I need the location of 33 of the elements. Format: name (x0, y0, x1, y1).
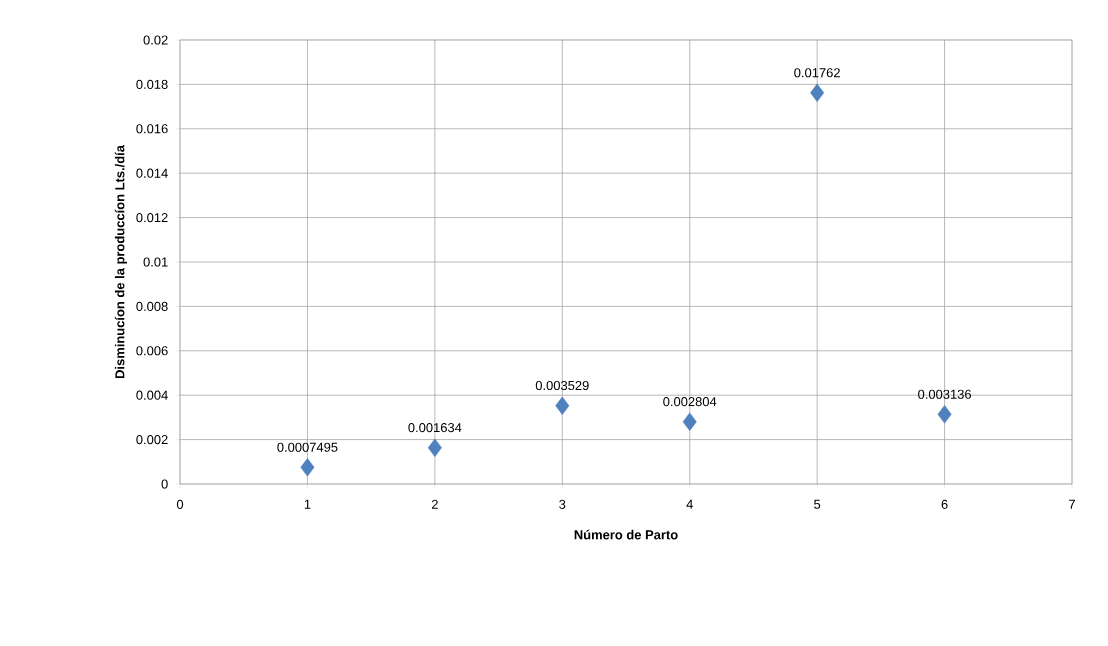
y-tick-label: 0.016 (136, 124, 168, 134)
y-tick-label: 0.014 (136, 168, 168, 178)
x-tick-label: 0 (176, 499, 184, 509)
y-tick-label: 0.01 (143, 257, 168, 267)
point (682, 412, 697, 431)
y-tick-label: 0.02 (143, 35, 168, 45)
point (810, 83, 825, 103)
data-label: 0.003136 (918, 389, 972, 399)
y-tick-label: 0.002 (136, 435, 168, 445)
x-axis-title: Número de Parto (574, 529, 678, 540)
data-label: 0.01762 (794, 68, 840, 78)
x-tick-label: 1 (304, 499, 311, 509)
data-label: 0.003529 (535, 380, 589, 391)
data-label: 0.002804 (663, 397, 717, 407)
data-label: 0.0007495 (277, 442, 338, 452)
x-tick-label: 2 (431, 499, 438, 509)
x-tick-label: 3 (559, 499, 566, 509)
y-axis-title: Disminucíon de la produccíon Lts./día (114, 144, 127, 379)
point (937, 405, 952, 424)
data-label: 0.001634 (408, 423, 462, 433)
y-tick-label: 0.004 (136, 390, 168, 400)
x-tick-label: 7 (1069, 499, 1075, 509)
y-tick-label: 0 (161, 479, 168, 489)
x-tick-label: 4 (686, 499, 693, 509)
y-tick-label: 0.018 (136, 79, 168, 89)
point (300, 458, 315, 477)
x-tick-label: 6 (941, 499, 948, 509)
y-tick-label: 0.008 (136, 301, 168, 311)
y-tick-label: 0.012 (136, 213, 168, 223)
y-tick-label: 0.006 (136, 346, 168, 356)
x-tick-label: 5 (814, 499, 821, 509)
point (555, 396, 570, 415)
point (427, 438, 442, 457)
